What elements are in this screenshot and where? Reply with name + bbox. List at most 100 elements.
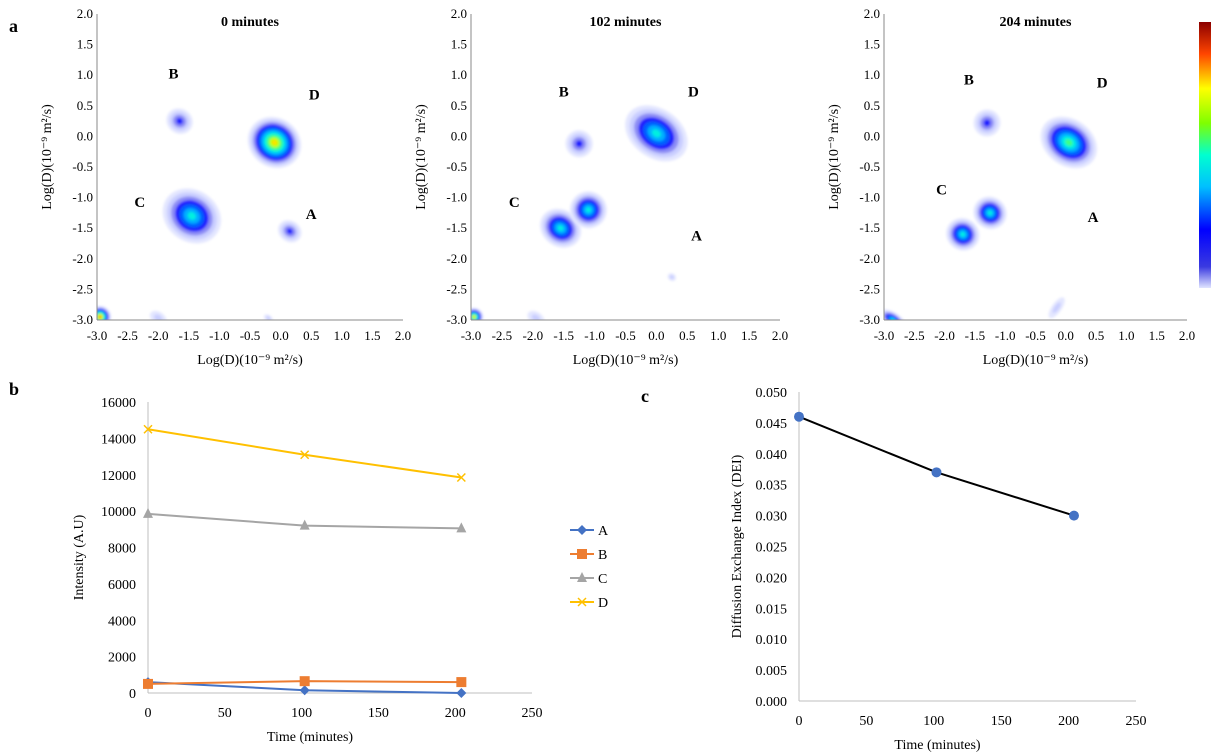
- y-axis-label: Diffusion Exchange Index (DEI): [730, 454, 745, 638]
- marker-C: [456, 522, 467, 533]
- x-tick-label: 200: [1058, 714, 1079, 729]
- x-tick-label: 100: [291, 706, 312, 721]
- y-tick-label: -3.0: [72, 312, 93, 327]
- y-tick-label: 0.045: [756, 417, 788, 432]
- peak-2: [162, 188, 221, 244]
- peak-contour: [557, 225, 564, 231]
- peak-label-D: D: [688, 85, 699, 101]
- peak-contour: [960, 231, 966, 237]
- peak-label-C: C: [134, 195, 145, 211]
- heatmap-0-minutes: -3.0 -2.5 -2.0 -1.5 -1.0 -0.5 0.0 0.5 1.0 1.5 2.0 2…: [40, 6, 411, 368]
- y-axis-label: Log(D)(10⁻⁹ m²/s): [827, 104, 842, 210]
- y-tick-label: -1.0: [72, 190, 93, 205]
- dei-point: [931, 467, 942, 478]
- peak-contour: [983, 119, 991, 127]
- peak-contour: [99, 315, 102, 318]
- x-axis-label: Time (minutes): [894, 738, 981, 753]
- peak-3: [569, 191, 607, 229]
- y-axis-label: Log(D)(10⁻⁹ m²/s): [414, 104, 429, 210]
- peak-contour: [575, 140, 583, 148]
- peak-label-D: D: [1097, 75, 1108, 91]
- heatmap-title: 0 minutes: [221, 15, 280, 30]
- x-tick-label: -3.0: [87, 328, 108, 343]
- peak-contour: [585, 207, 592, 213]
- y-tick-label: 14000: [101, 432, 136, 447]
- y-axis-label: Intensity (A.U): [72, 514, 87, 600]
- x-tick-label: -1.5: [179, 328, 200, 343]
- peak-2: [973, 196, 1007, 230]
- y-tick-label: 1.0: [451, 67, 467, 82]
- y-tick-label: 0.035: [756, 479, 788, 494]
- y-tick-label: 0.0: [864, 128, 880, 143]
- x-tick-label: 0.5: [679, 328, 695, 343]
- x-tick-label: -2.5: [904, 328, 925, 343]
- peak-label-C: C: [509, 195, 520, 211]
- x-axis-label: Log(D)(10⁻⁹ m²/s): [573, 353, 679, 368]
- heatmap-title: 204 minutes: [1000, 15, 1073, 30]
- marker-B: [456, 677, 467, 688]
- x-tick-label: 200: [445, 706, 466, 721]
- peak-3: [278, 220, 302, 243]
- y-tick-label: 0.5: [864, 98, 880, 113]
- y-tick-label: -1.5: [859, 220, 880, 235]
- x-tick-label: 2.0: [395, 328, 411, 343]
- peak-contour: [473, 315, 476, 318]
- x-tick-label: -2.5: [117, 328, 138, 343]
- marker-B: [299, 676, 310, 687]
- peak-4: [667, 273, 676, 282]
- peak-5: [149, 310, 167, 320]
- y-tick-label: 0.020: [756, 571, 788, 586]
- x-axis-label: Log(D)(10⁻⁹ m²/s): [983, 353, 1089, 368]
- y-tick-label: 0.005: [756, 664, 788, 679]
- legend-label-C: C: [598, 572, 607, 587]
- y-tick-label: -0.5: [72, 159, 93, 174]
- x-tick-label: 0: [796, 714, 803, 729]
- x-tick-label: 2.0: [1179, 328, 1195, 343]
- y-tick-label: 0.000: [756, 695, 788, 710]
- peak-label-A: A: [1088, 210, 1099, 226]
- series-line-D: [147, 428, 462, 479]
- peak-label-D: D: [309, 88, 320, 104]
- peak-2: [539, 208, 582, 248]
- y-tick-label: 0.050: [756, 386, 788, 401]
- x-tick-label: 150: [368, 706, 389, 721]
- marker-D: [300, 450, 310, 460]
- y-tick-label: 1.5: [864, 37, 880, 52]
- legend-label-B: B: [598, 548, 607, 563]
- peak-label-B: B: [559, 85, 569, 101]
- y-tick-label: -0.5: [446, 159, 467, 174]
- peak-1: [625, 105, 688, 162]
- y-tick-label: 0.025: [756, 541, 788, 556]
- peak-contour: [987, 210, 993, 216]
- y-tick-label: -1.0: [859, 190, 880, 205]
- x-tick-label: -1.0: [209, 328, 230, 343]
- x-tick-label: 1.0: [1118, 328, 1134, 343]
- x-tick-label: 0.5: [1088, 328, 1104, 343]
- x-tick-label: -0.5: [1025, 328, 1046, 343]
- y-tick-label: 16000: [101, 396, 136, 411]
- x-tick-label: -1.0: [584, 328, 605, 343]
- x-tick-label: 150: [991, 714, 1012, 729]
- heatmap-peaks: [97, 108, 302, 320]
- x-tick-label: -2.0: [148, 328, 169, 343]
- legend-marker-A: [577, 525, 587, 535]
- peak-contour: [187, 212, 197, 220]
- x-tick-label: 250: [1126, 714, 1147, 729]
- x-tick-label: 0.0: [648, 328, 664, 343]
- x-tick-label: 1.0: [710, 328, 726, 343]
- colorbar: [1199, 22, 1211, 288]
- peak-contour: [271, 139, 278, 146]
- x-tick-label: -1.5: [553, 328, 574, 343]
- x-axis-label: Log(D)(10⁻⁹ m²/s): [197, 353, 303, 368]
- y-tick-label: 12000: [101, 469, 136, 484]
- peak-contour: [1065, 139, 1073, 146]
- peak-0: [565, 130, 593, 158]
- legend-marker-D: [577, 597, 587, 607]
- panel-label-c: c: [641, 386, 649, 406]
- heatmap-title: 102 minutes: [590, 15, 663, 30]
- peak-5: [1048, 297, 1065, 319]
- y-tick-label: 0.030: [756, 510, 788, 525]
- x-tick-label: 50: [218, 706, 232, 721]
- peak-contour: [286, 228, 293, 235]
